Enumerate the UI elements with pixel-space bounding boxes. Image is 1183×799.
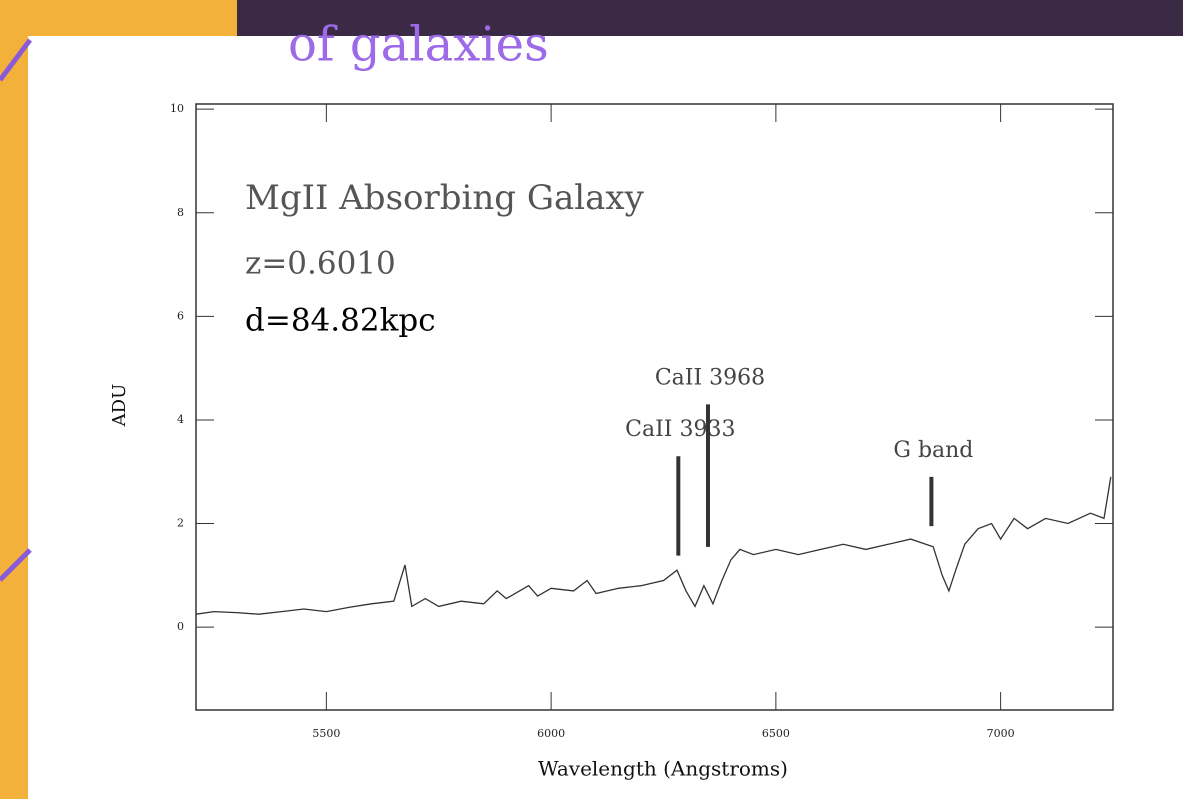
x-tick-label: 6500 [762, 727, 790, 740]
content-area [28, 36, 1183, 799]
x-tick-label: 5500 [312, 727, 340, 740]
y-tick-label: 6 [177, 309, 184, 322]
y-axis-label: ADU [109, 384, 130, 428]
x-tick-label: 7000 [987, 727, 1015, 740]
slide-title: of galaxies [288, 17, 549, 73]
note: d=84.82kpc [245, 303, 436, 339]
feature-label: CaII 3968 [655, 365, 765, 390]
note: MgII Absorbing Galaxy [245, 178, 645, 218]
x-tick-label: 6000 [537, 727, 565, 740]
x-axis-label: Wavelength (Angstroms) [538, 757, 788, 781]
feature-label: CaII 3933 [625, 417, 735, 442]
feature-label: G band [893, 438, 973, 463]
y-tick-label: 8 [177, 206, 184, 219]
slide: of galaxies MgII Absorbing Galaxy z=0.60… [0, 0, 1183, 799]
y-tick-label: 0 [177, 620, 184, 633]
note: z=0.6010 [245, 246, 396, 282]
y-tick-label: 10 [170, 102, 184, 115]
y-tick-label: 2 [177, 517, 184, 530]
y-tick-label: 4 [177, 413, 184, 426]
